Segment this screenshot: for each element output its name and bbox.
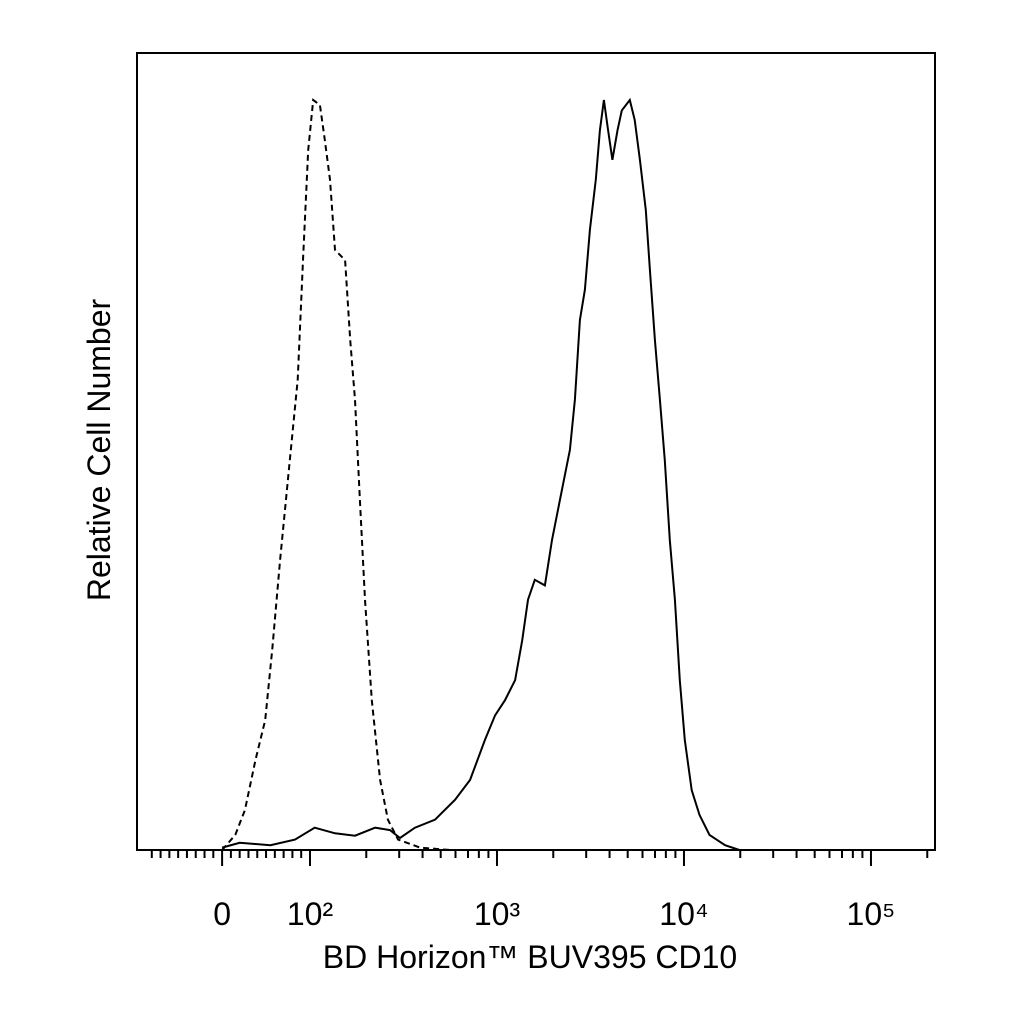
x-axis-label: BD Horizon™ BUV395 CD10: [323, 939, 737, 975]
y-axis-label: Relative Cell Number: [81, 298, 117, 601]
x-tick-label: 10⁴: [659, 896, 708, 932]
histogram-line: [221, 97, 740, 851]
x-tick-label: 10⁵: [847, 896, 896, 932]
plot-frame: [136, 52, 936, 851]
x-tick-label: 10²: [287, 896, 334, 932]
x-tick-label: 10³: [474, 896, 521, 932]
histogram-line: [221, 98, 451, 851]
x-tick-label: 0: [213, 896, 231, 932]
